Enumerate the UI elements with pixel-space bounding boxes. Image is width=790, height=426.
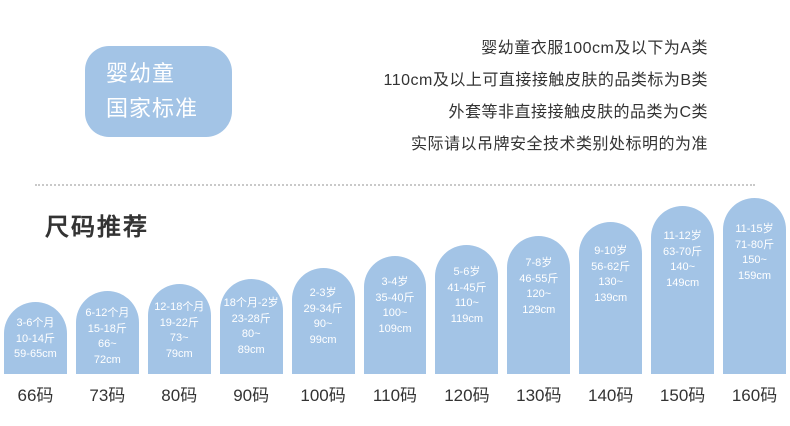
size-column: 2-3岁 29-34斤 90~ 99cm 100码	[291, 268, 355, 406]
size-info-line: 12-18个月	[154, 301, 205, 313]
size-chart: 3-6个月 10-14斤 59-65cm 66码 6-12个月 15-18斤 66~ 72…	[4, 198, 786, 406]
size-arch: 2-3岁 29-34斤 90~ 99cm	[291, 268, 355, 374]
size-info-line: 159cm	[738, 269, 772, 282]
size-arch: 18个月-2岁 23-28斤 80~ 89cm	[219, 279, 283, 374]
size-info-line: 149cm	[666, 276, 700, 289]
safety-notes: 婴幼童衣服100cm及以下为A类 110cm及以上可直接接触皮肤的品类标为B类 …	[383, 33, 708, 161]
size-label: 80码	[161, 386, 198, 405]
size-info-line: 80~	[241, 328, 261, 340]
size-info-line: 3-6个月	[16, 317, 55, 329]
size-label: 66码	[17, 386, 54, 405]
note-line: 实际请以吊牌安全技术类别处标明的为准	[410, 136, 708, 153]
badge-line-1: 婴幼童	[106, 61, 176, 86]
note-line: 外套等非直接接触皮肤的品类为C类	[448, 104, 708, 121]
size-info-line: 9-10岁	[594, 245, 628, 257]
size-info-line: 139cm	[594, 291, 628, 304]
size-arch: 3-6个月 10-14斤 59-65cm	[4, 302, 67, 374]
size-info-line: 11-15岁	[735, 223, 774, 235]
size-info-line: 90~	[313, 318, 333, 330]
size-column: 3-4岁 35-40斤 100~ 109cm 110码	[363, 256, 427, 406]
size-info: 3-6个月 10-14斤 59-65cm	[4, 316, 67, 363]
size-info-line: 71-80斤	[734, 238, 775, 251]
dotted-divider	[35, 184, 755, 186]
size-info-line: 7-8岁	[525, 257, 553, 269]
standard-badge: 婴幼童 国家标准	[85, 46, 232, 137]
size-info: 3-4岁 35-40斤 100~ 109cm	[364, 275, 427, 337]
size-info-line: 150~	[742, 254, 767, 266]
size-label: 110码	[372, 386, 418, 405]
size-info: 11-15岁 71-80斤 150~ 159cm	[723, 222, 786, 284]
size-info: 2-3岁 29-34斤 90~ 99cm	[292, 286, 355, 348]
size-column: 12-18个月 19-22斤 73~ 79cm 80码	[147, 284, 211, 406]
size-info-line: 79cm	[165, 347, 193, 360]
size-info-line: 11-12岁	[663, 230, 702, 242]
size-info-line: 72cm	[93, 353, 121, 366]
size-info-line: 140~	[670, 261, 695, 273]
size-arch: 9-10岁 56-62斤 130~ 139cm	[579, 222, 643, 374]
size-arch: 6-12个月 15-18斤 66~ 72cm	[75, 291, 139, 374]
size-label: 140码	[588, 386, 634, 405]
size-info: 11-12岁 63-70斤 140~ 149cm	[651, 229, 714, 291]
size-label: 160码	[731, 386, 778, 405]
size-info: 6-12个月 15-18斤 66~ 72cm	[76, 306, 139, 368]
size-label: 90码	[233, 386, 270, 405]
size-info-line: 15-18斤	[87, 322, 127, 335]
size-info-line: 35-40斤	[375, 291, 415, 304]
size-arch: 7-8岁 46-55斤 120~ 129cm	[507, 236, 571, 374]
size-info-line: 120~	[526, 288, 552, 300]
section-title: 尺码推荐	[45, 214, 149, 241]
size-info: 7-8岁 46-55斤 120~ 129cm	[507, 256, 570, 318]
size-info-line: 10-14斤	[15, 332, 56, 345]
size-info-line: 59-65cm	[14, 348, 57, 360]
size-column: 11-12岁 63-70斤 140~ 149cm 150码	[651, 206, 715, 406]
size-arch: 5-6岁 41-45斤 110~ 119cm	[435, 245, 499, 374]
size-info-line: 19-22斤	[159, 316, 199, 329]
size-info-line: 89cm	[237, 343, 265, 356]
size-column: 3-6个月 10-14斤 59-65cm 66码	[4, 302, 67, 406]
size-info-line: 56-62斤	[591, 260, 631, 273]
size-info-line: 3-4岁	[381, 276, 409, 288]
note-line: 110cm及以上可直接接触皮肤的品类标为B类	[383, 72, 708, 89]
size-arch: 11-15岁 71-80斤 150~ 159cm	[723, 198, 786, 374]
size-column: 5-6岁 41-45斤 110~ 119cm 120码	[435, 245, 499, 406]
size-column: 11-15岁 71-80斤 150~ 159cm 160码	[723, 198, 786, 406]
size-arch: 3-4岁 35-40斤 100~ 109cm	[363, 256, 427, 374]
size-info: 9-10岁 56-62斤 130~ 139cm	[579, 244, 642, 306]
size-info-line: 73~	[169, 332, 189, 344]
size-info-line: 5-6岁	[453, 266, 481, 278]
size-arch: 12-18个月 19-22斤 73~ 79cm	[147, 284, 211, 374]
size-label: 150码	[659, 386, 706, 405]
size-label: 73码	[89, 386, 126, 405]
size-info-line: 2-3岁	[309, 287, 337, 299]
size-column: 6-12个月 15-18斤 66~ 72cm 73码	[75, 291, 139, 406]
size-info-line: 129cm	[522, 303, 556, 316]
note-line: 婴幼童衣服100cm及以下为A类	[481, 40, 708, 57]
size-info-line: 46-55斤	[519, 272, 559, 285]
size-column: 7-8岁 46-55斤 120~ 129cm 130码	[507, 236, 571, 406]
size-info-line: 119cm	[450, 312, 483, 325]
size-info: 18个月-2岁 23-28斤 80~ 89cm	[220, 296, 283, 358]
size-info-line: 109cm	[378, 322, 412, 335]
size-info-line: 100~	[382, 307, 408, 319]
size-info: 12-18个月 19-22斤 73~ 79cm	[148, 300, 211, 362]
size-info-line: 23-28斤	[231, 312, 271, 325]
size-column: 9-10岁 56-62斤 130~ 139cm 140码	[579, 222, 643, 406]
size-info-line: 63-70斤	[663, 245, 703, 258]
size-column: 18个月-2岁 23-28斤 80~ 89cm 90码	[219, 279, 283, 406]
size-info-line: 99cm	[309, 333, 337, 346]
size-arch: 11-12岁 63-70斤 140~ 149cm	[651, 206, 715, 374]
badge-line-2: 国家标准	[106, 96, 199, 121]
size-info-line: 66~	[98, 338, 117, 350]
size-info: 5-6岁 41-45斤 110~ 119cm	[435, 265, 498, 327]
size-label: 120码	[444, 386, 490, 405]
size-info-line: 29-34斤	[303, 302, 343, 315]
size-info-line: 110~	[454, 297, 479, 309]
size-label: 130码	[516, 386, 562, 405]
size-info-line: 18个月-2岁	[223, 297, 279, 309]
size-info-line: 41-45斤	[447, 281, 487, 294]
size-label: 100码	[300, 386, 346, 405]
size-info-line: 6-12个月	[85, 307, 130, 319]
size-info-line: 130~	[598, 276, 624, 288]
